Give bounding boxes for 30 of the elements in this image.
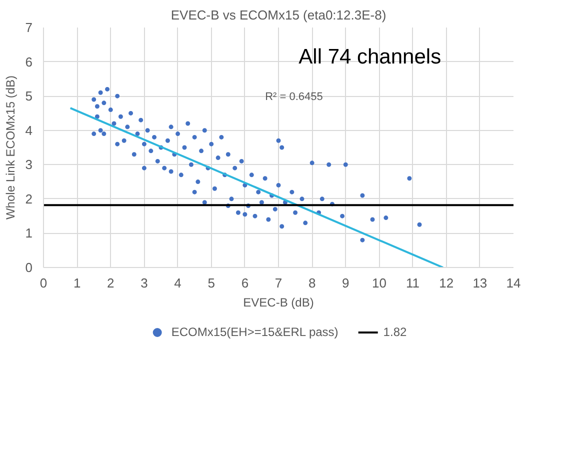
y-tick-label: 6 xyxy=(25,54,33,70)
x-tick-label: 0 xyxy=(40,276,48,290)
y-tick-label: 2 xyxy=(25,191,33,206)
y-axis-title: Whole Link ECOMx15 (dB) xyxy=(3,75,18,220)
y-tick-label: 3 xyxy=(25,157,33,172)
x-tick-label: 2 xyxy=(107,276,114,290)
x-tick-label: 11 xyxy=(406,276,420,290)
annotation: R² = 0.6455 xyxy=(265,90,323,103)
x-tick-label: 14 xyxy=(506,276,521,290)
x-tick-label: 4 xyxy=(174,276,182,290)
legend-label: 1.82 xyxy=(383,325,407,339)
x-tick-label: 5 xyxy=(208,276,215,290)
x-tick-label: 1 xyxy=(73,276,81,290)
legend-label: ECOMx15(EH>=15&ERL pass) xyxy=(171,325,338,339)
x-tick-label: 8 xyxy=(308,276,316,290)
x-tick-label: 3 xyxy=(140,276,148,290)
x-tick-label: 6 xyxy=(241,276,249,290)
x-axis-title: EVEC-B (dB) xyxy=(243,296,314,310)
x-tick-label: 13 xyxy=(472,276,488,290)
y-tick-label: 5 xyxy=(25,88,33,104)
y-tick-label: 7 xyxy=(25,20,33,35)
x-tick-label: 7 xyxy=(274,276,282,290)
y-tick-label: 1 xyxy=(25,226,33,241)
x-tick-label: 9 xyxy=(342,276,350,290)
x-tick-label: 10 xyxy=(372,276,386,290)
y-tick-label: 4 xyxy=(25,122,33,138)
annotation: All 74 channels xyxy=(298,46,442,69)
y-tick-label: 0 xyxy=(25,260,33,275)
chart-title: EVEC-B vs ECOMx15 (eta0:12.3E-8) xyxy=(170,8,386,22)
x-tick-label: 12 xyxy=(439,276,454,290)
